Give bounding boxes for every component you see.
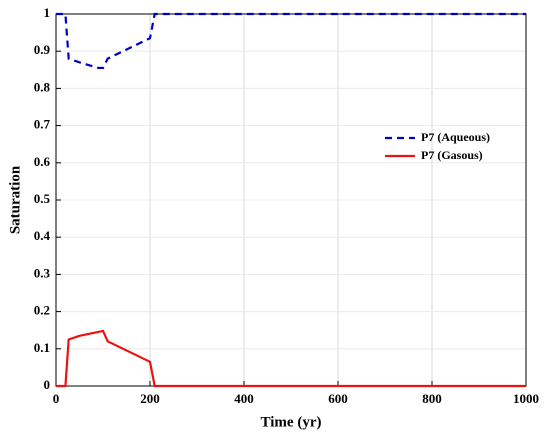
y-tick-label: 0 xyxy=(44,377,51,392)
legend-label: P7 (Gasous) xyxy=(421,148,483,162)
y-tick-label: 0.7 xyxy=(34,117,51,132)
y-tick-label: 0.3 xyxy=(34,265,51,280)
y-tick-label: 1 xyxy=(44,5,51,20)
x-tick-label: 0 xyxy=(53,391,60,406)
x-tick-label: 1000 xyxy=(513,391,539,406)
x-tick-label: 800 xyxy=(422,391,442,406)
data-line xyxy=(56,329,526,388)
y-tick-label: 0.1 xyxy=(34,340,50,355)
y-tick-label: 0.4 xyxy=(34,228,51,243)
x-tick-label: 200 xyxy=(140,391,160,406)
y-axis-label: Saturation xyxy=(7,165,23,234)
legend-label: P7 (Aqueous) xyxy=(421,130,490,144)
y-tick-label: 0.2 xyxy=(34,303,50,318)
data-line xyxy=(56,12,526,70)
y-tick-label: 0.8 xyxy=(34,79,51,94)
y-tick-label: 0.6 xyxy=(34,154,51,169)
x-tick-label: 400 xyxy=(234,391,254,406)
y-tick-label: 0.5 xyxy=(34,191,51,206)
y-tick-label: 0.9 xyxy=(34,42,51,57)
x-tick-label: 600 xyxy=(328,391,348,406)
x-axis-label: Time (yr) xyxy=(261,414,322,430)
